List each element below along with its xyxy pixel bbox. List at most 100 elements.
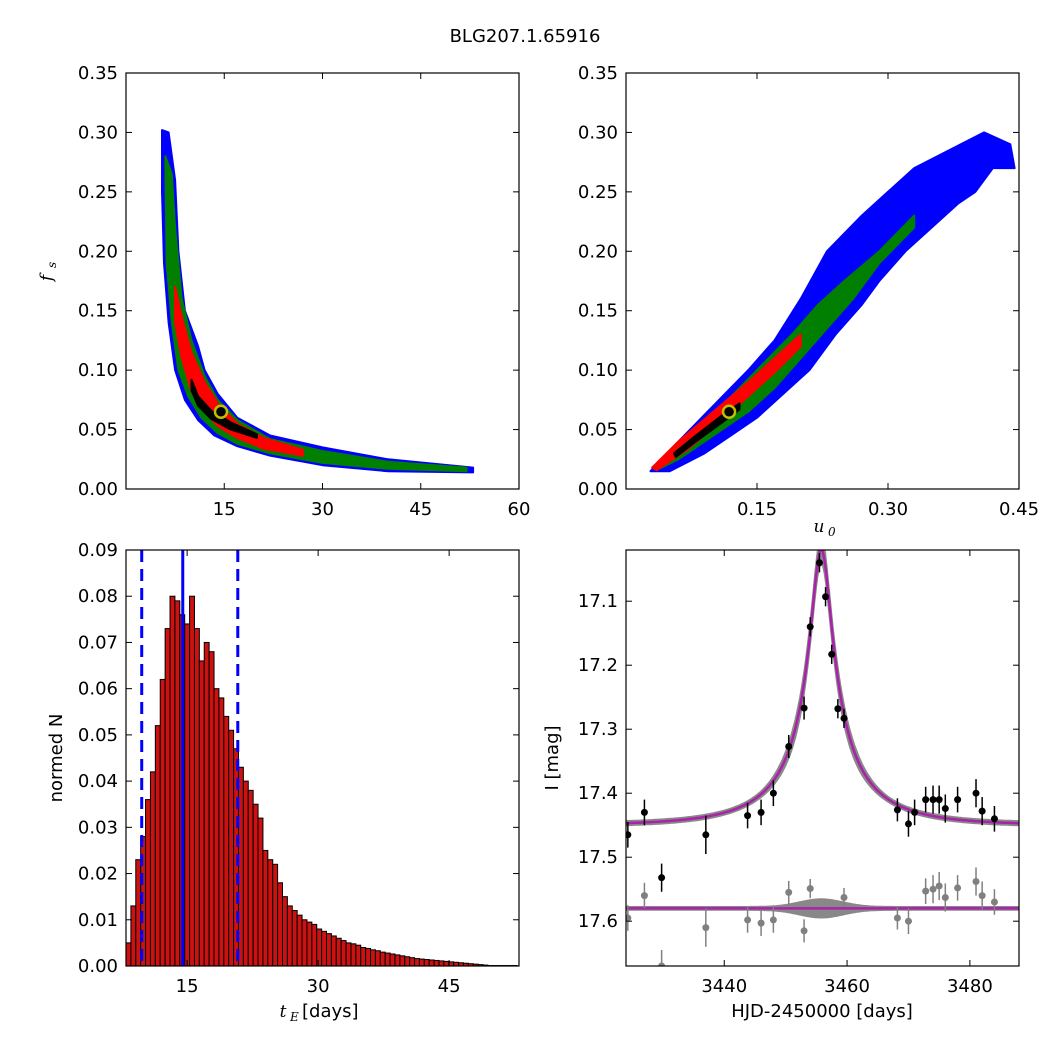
hist-bar <box>272 863 279 967</box>
x-tick-label: 3440 <box>701 976 747 997</box>
y-tick-label: 0.30 <box>578 122 618 143</box>
data-point <box>929 796 937 804</box>
data-point <box>941 805 949 813</box>
y-tick-label: 0.25 <box>578 182 618 203</box>
y-tick-label: 17.3 <box>578 719 618 740</box>
hist-bar <box>189 595 195 967</box>
y-tick-label: 17.5 <box>578 847 618 868</box>
hist-bar <box>213 688 220 967</box>
hist-bar <box>340 940 347 967</box>
data-point <box>702 831 710 839</box>
model-curve <box>626 550 1019 825</box>
y-axis-label: normed N <box>46 714 67 803</box>
hist-bar <box>125 942 132 967</box>
x-tick-label: 60 <box>508 499 531 520</box>
panel-lightcurve: 3440 3460 3480 17.1 17.2 17.3 17.4 17.5 17.6 I [m… <box>542 549 1020 1022</box>
hist-bar <box>291 910 298 967</box>
hist-bar <box>409 957 416 967</box>
y-axis-label-sub: s <box>45 262 59 268</box>
hist-bar <box>257 817 264 967</box>
hist-bar <box>330 935 337 967</box>
y-axis-label: I [mag] <box>542 725 563 790</box>
hist-bar <box>223 715 230 967</box>
hist-bar <box>384 952 391 967</box>
hist-bar <box>345 942 352 967</box>
panel-tE-histogram: 15 30 45 0.00 0.01 0.02 0.03 0.04 0.05 0.06 0.07 0.… <box>46 540 520 1024</box>
best-fit-marker <box>721 404 737 419</box>
y-tick-label: 17.4 <box>578 783 618 804</box>
x-tick-label: 0.30 <box>868 499 908 520</box>
y-tick-label: 0.07 <box>78 632 118 653</box>
y-tick-label: 0.20 <box>78 241 118 262</box>
data-point <box>626 831 632 839</box>
y-tick-label: 0.05 <box>578 420 618 441</box>
data-point <box>935 796 943 804</box>
y-tick-label: 0.05 <box>78 725 118 746</box>
y-tick-label: 0.09 <box>78 540 118 561</box>
hist-bar <box>374 950 381 967</box>
residual-point <box>658 962 666 966</box>
x-tick-label: 3460 <box>824 976 870 997</box>
data-point <box>828 650 836 658</box>
plot-frame <box>625 72 1020 490</box>
data-point <box>990 815 998 823</box>
hist-bar <box>428 959 435 967</box>
data-point <box>785 742 793 750</box>
x-tick-label: 45 <box>409 499 432 520</box>
x-axis-label-sub: 0 <box>828 525 836 539</box>
y-tick-label: 0.00 <box>578 479 618 500</box>
residual-point <box>806 885 814 893</box>
y-tick-label: 0.20 <box>578 241 618 262</box>
residual-point <box>935 882 943 890</box>
data-point <box>757 808 765 816</box>
y-tick-label: 0.02 <box>78 864 118 885</box>
hist-bar <box>135 859 142 967</box>
hist-bar <box>316 928 323 967</box>
y-tick-label: 0.05 <box>78 420 118 441</box>
hist-bar <box>247 789 254 967</box>
best-fit-marker <box>213 404 229 419</box>
hist-bar <box>438 960 445 967</box>
y-tick-label: 0.00 <box>78 479 118 500</box>
hist-bar <box>389 953 396 967</box>
y-tick-label: 0.04 <box>78 771 118 792</box>
data-point <box>769 789 777 797</box>
hist-bar <box>282 896 288 967</box>
hist-bar <box>335 937 342 967</box>
hist-bar <box>370 949 376 967</box>
data-point <box>911 808 919 816</box>
region-green <box>164 155 468 473</box>
data-point <box>834 705 842 713</box>
hist-bar <box>414 958 420 967</box>
residual-point <box>702 924 710 932</box>
x-axis-label-sub: E <box>289 1010 299 1024</box>
hist-bar <box>262 849 269 967</box>
y-tick-label: 0.15 <box>78 301 118 322</box>
residual-point <box>904 917 912 925</box>
data-point <box>658 874 666 882</box>
x-tick-label: 0.45 <box>999 499 1039 520</box>
hist-bar <box>350 943 357 967</box>
residual-point <box>626 914 632 922</box>
hist-bar <box>311 923 318 967</box>
hist-bar <box>326 933 332 967</box>
hist-bar <box>198 660 205 967</box>
residual-point <box>922 887 930 895</box>
data-point <box>822 593 830 601</box>
plot-area <box>626 550 1019 966</box>
x-tick-label: 30 <box>307 976 330 997</box>
hist-bar <box>130 905 137 967</box>
hist-bar <box>277 882 284 967</box>
data-point <box>744 812 752 820</box>
residual-point <box>640 892 648 900</box>
residual-point <box>972 878 980 886</box>
x-axis-label: HJD-2450000 [days] <box>731 1001 913 1022</box>
y-tick-label: 0.10 <box>578 360 618 381</box>
y-tick-label: 17.6 <box>578 911 618 932</box>
residual-point <box>929 885 937 893</box>
hist-bar <box>306 921 313 967</box>
hist-bar <box>286 905 293 967</box>
x-tick-label: 45 <box>438 976 461 997</box>
x-axis-label: t <box>280 1002 287 1022</box>
